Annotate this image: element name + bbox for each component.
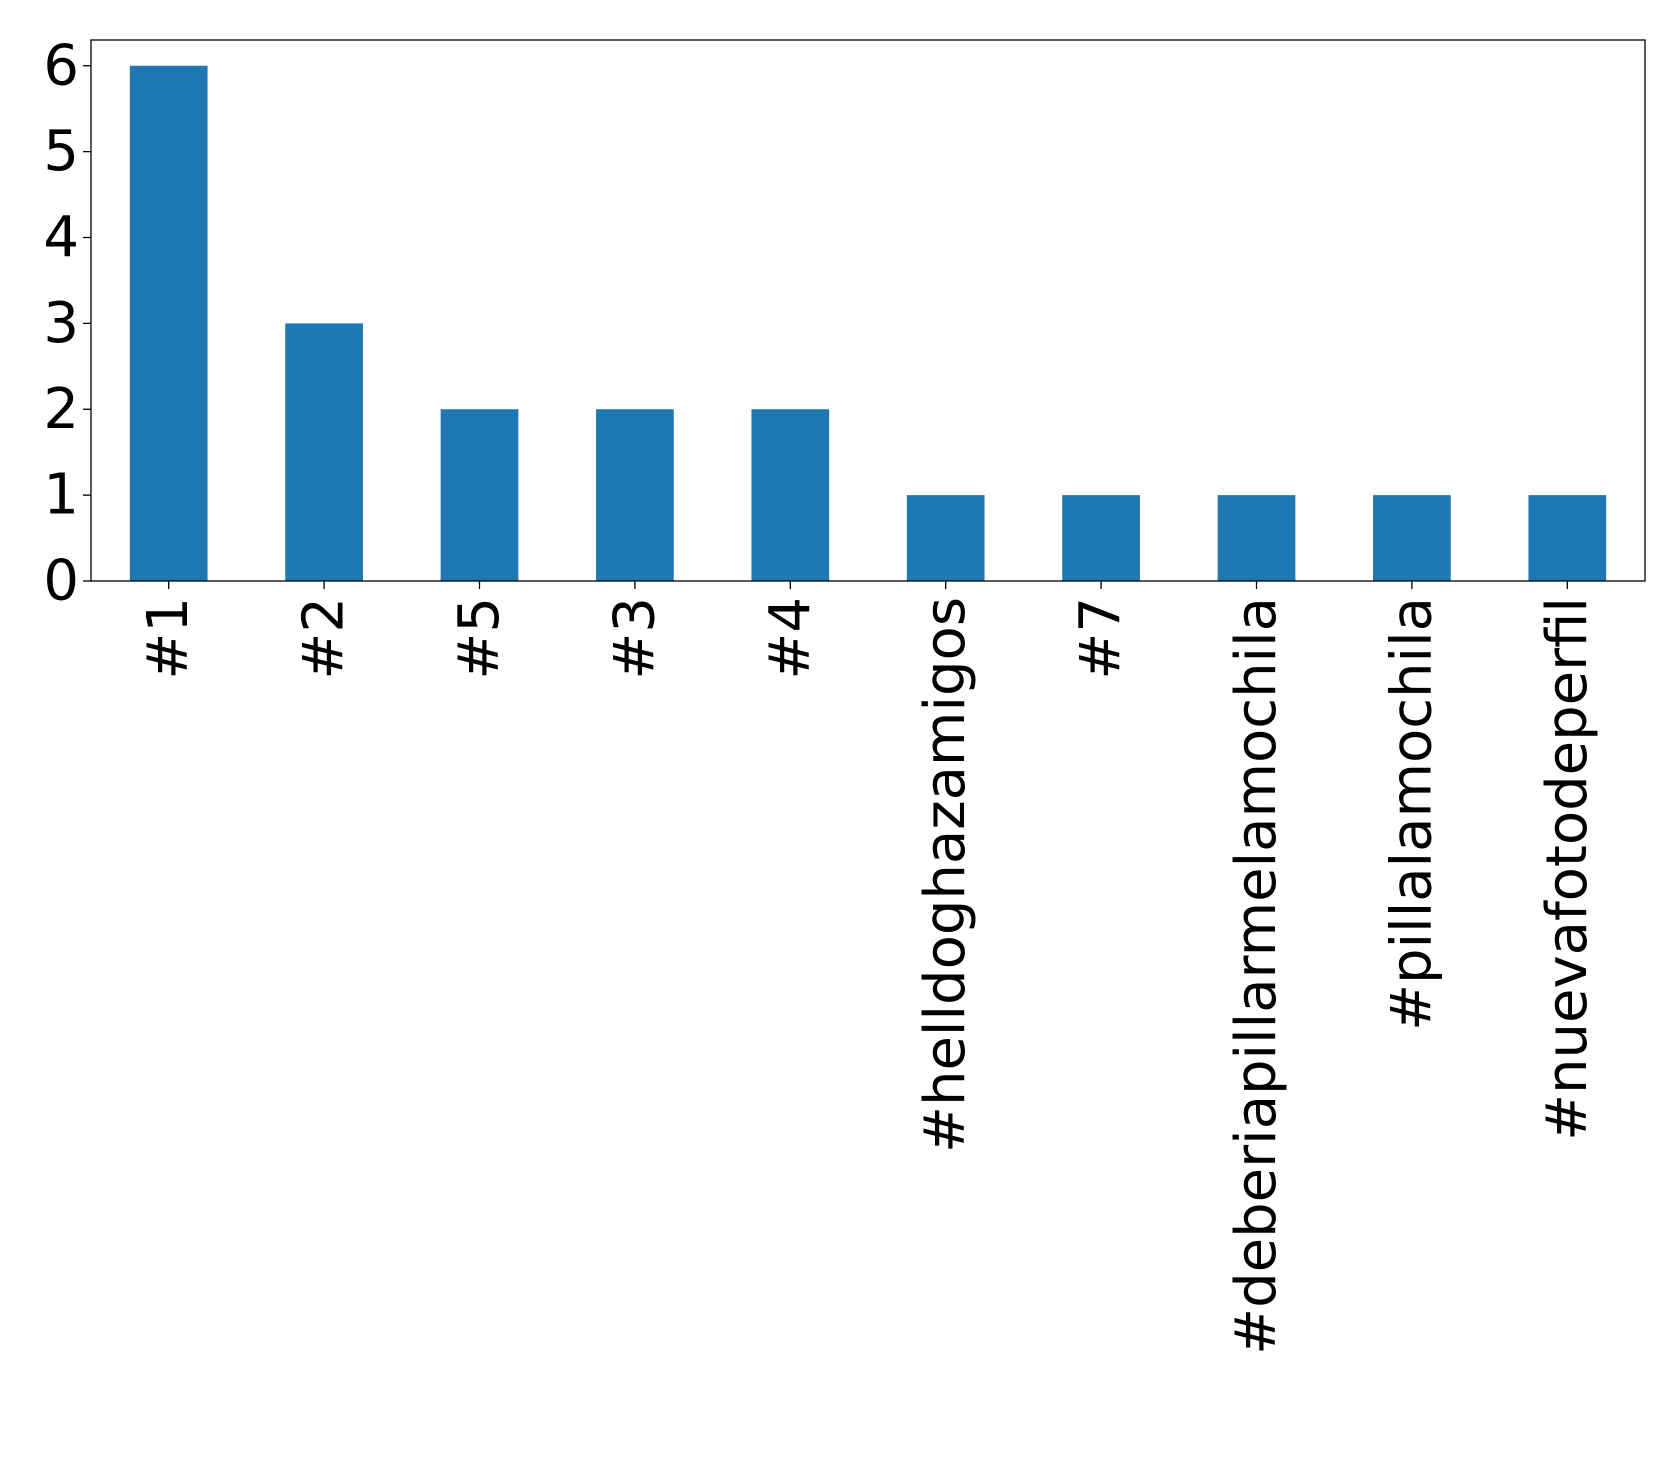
y-tick-label: 4 (43, 205, 79, 270)
bar (129, 65, 208, 581)
bar (1217, 495, 1296, 581)
x-tick-label: #7 (1069, 597, 1134, 680)
bar (1062, 495, 1140, 581)
bar (1528, 495, 1607, 581)
x-tick-label: #5 (447, 597, 512, 680)
bars-group (129, 65, 1607, 581)
y-tick-label: 3 (43, 291, 79, 356)
bar (285, 323, 363, 581)
plot-frame (90, 39, 1646, 582)
y-tick-label: 6 (43, 33, 79, 98)
y-tick-label: 1 (43, 463, 79, 528)
y-tick-label: 2 (43, 377, 79, 442)
x-tick-label: #4 (758, 597, 823, 680)
x-tick-label: #pillalamochila (1379, 597, 1444, 1031)
x-tick-label: #nuevafotodeperfil (1535, 597, 1600, 1141)
y-tick-label: 5 (43, 119, 79, 184)
x-tick-label: #deberiapillarmelamochila (1224, 597, 1289, 1355)
x-tick-label: #helldoghazamigos (913, 597, 978, 1153)
bar (596, 409, 674, 581)
bar (906, 495, 985, 581)
y-tick-label: 0 (43, 549, 79, 614)
y-axis: 0 1 2 3 4 5 6 (43, 33, 91, 614)
x-tick-label: #3 (602, 597, 667, 680)
x-axis: #1 #2 #5 #3 #4 #helldoghazamigos #7 #deberiapil… (136, 581, 1600, 1355)
x-tick-label: #1 (136, 597, 201, 680)
bar (1373, 495, 1451, 581)
bar (440, 409, 519, 581)
bar (751, 409, 830, 581)
x-tick-label: #2 (292, 597, 357, 680)
